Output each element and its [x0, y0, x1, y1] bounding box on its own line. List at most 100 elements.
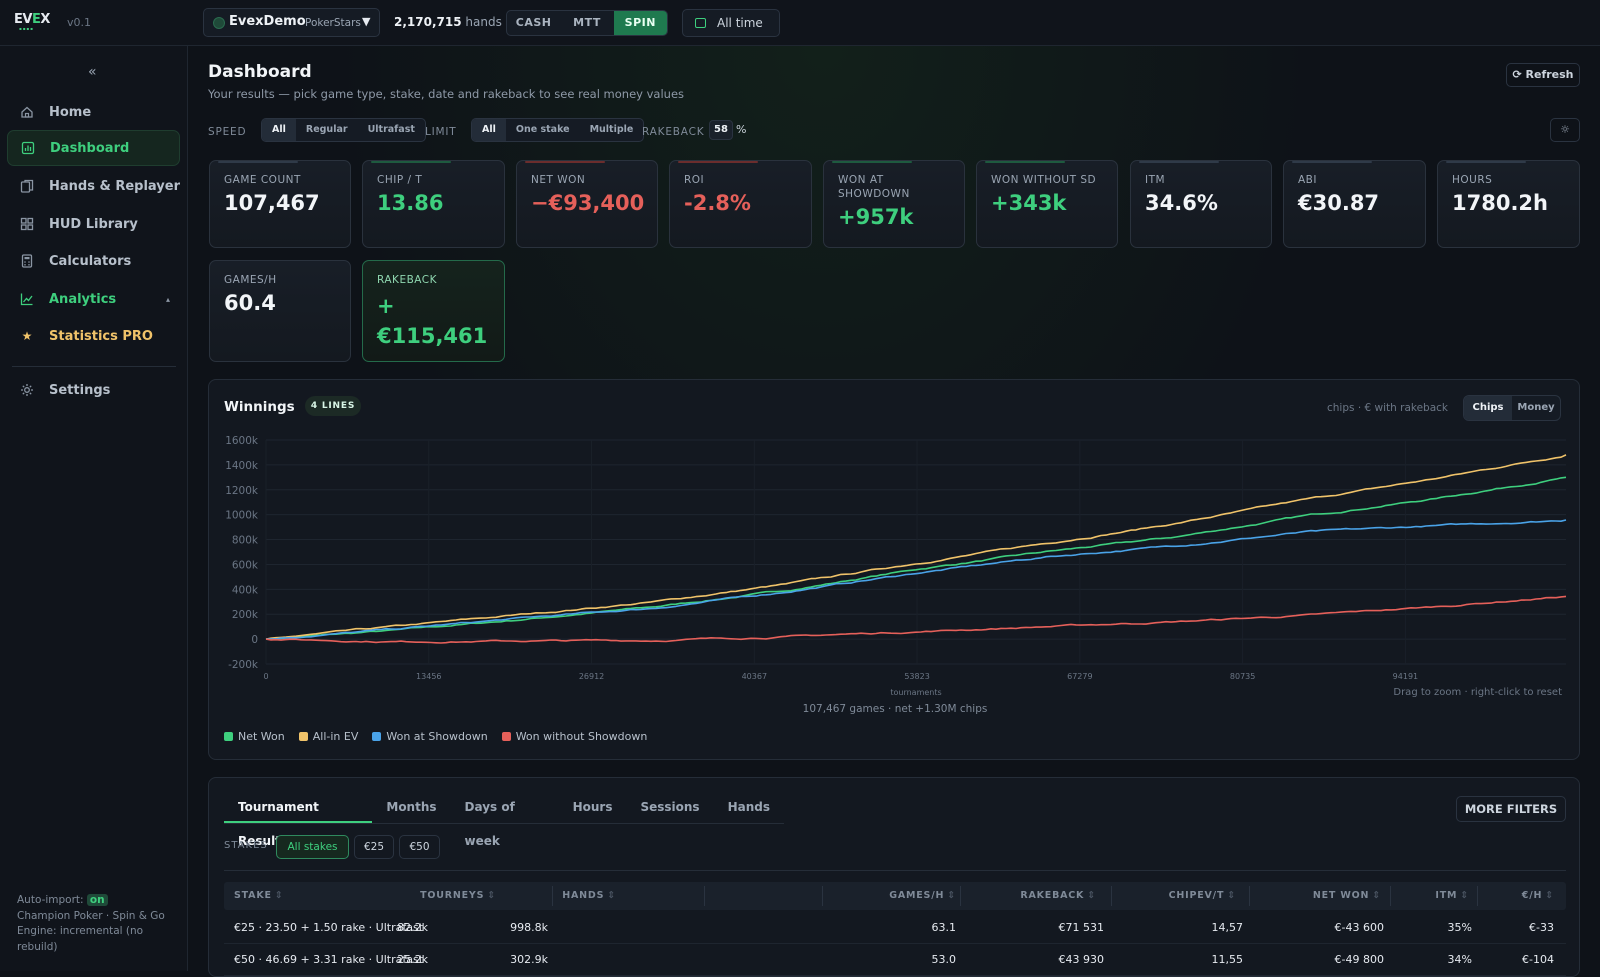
series-line-2[interactable]: [265, 519, 1567, 640]
layout-icon: [19, 216, 35, 232]
col-separator: [960, 886, 961, 906]
stat-card-hours: Hours 1780.2h: [1437, 160, 1580, 248]
sidebar-item-label: Analytics: [49, 291, 117, 307]
tab-months[interactable]: Months: [386, 800, 437, 814]
sidebar-item-hud-library[interactable]: HUD Library: [7, 206, 180, 242]
stat-card-rakeback: Rakeback + €115,461: [362, 260, 505, 362]
time-range-value: All time: [717, 16, 763, 30]
sidebar-item-home[interactable]: Home: [7, 94, 180, 130]
collapse-sidebar-button[interactable]: «: [88, 64, 97, 80]
tab-hours[interactable]: Hours: [572, 800, 613, 814]
sidebar-item-dashboard[interactable]: Dashboard: [7, 130, 180, 166]
game-type-spin[interactable]: SPIN: [613, 11, 667, 35]
results-panel: Tournament Results Months Days of week H…: [208, 777, 1580, 977]
sun-icon: ☼: [1560, 123, 1570, 136]
winnings-chart[interactable]: 1600k 1400k 1200k 1000k 800k 600k 400k 200k 0 -20…: [209, 380, 1581, 725]
tab-hands[interactable]: Hands: [727, 800, 770, 814]
speed-filter-label: SPEED: [208, 126, 247, 138]
col-header-games-per-hour[interactable]: GAMES/H ⇕: [889, 890, 956, 901]
stat-label: Won at showdown: [838, 174, 910, 200]
sidebar-item-label: Home: [49, 104, 92, 120]
x-tick-label: 53823: [904, 672, 929, 681]
legend-swatch: [298, 732, 308, 741]
page-subtitle: Your results — pick game type, stake, da…: [208, 87, 685, 101]
sidebar-item-analytics[interactable]: Analytics ▴: [7, 281, 180, 317]
y-tick-label: 200k: [232, 609, 259, 621]
series-line-1[interactable]: [265, 454, 1567, 640]
calculator-icon: [19, 253, 35, 269]
chart-line-icon: [19, 291, 35, 307]
limit-option-one-stake[interactable]: One stake: [515, 124, 570, 135]
time-range-select[interactable]: All time ▼: [682, 9, 780, 56]
sidebar-item-label: Settings: [49, 382, 111, 398]
table-row[interactable]: €25 · 23.50 + 1.50 rake · Ultrafast 82.2…: [224, 912, 1566, 944]
cell-rakeback: €43 930: [1058, 953, 1105, 966]
col-header-chipev-per-t[interactable]: CHIPEV/T ⇕: [1168, 890, 1236, 901]
stake-chip-50[interactable]: €50: [399, 835, 440, 859]
account-name: EvexDemo: [229, 14, 306, 29]
legend-item[interactable]: Net Won: [224, 730, 285, 743]
tab-days-of-week[interactable]: Days of week: [464, 800, 515, 848]
col-separator: [552, 886, 553, 906]
stake-chip-25[interactable]: €25: [354, 835, 394, 859]
hands-count: 2,170,715 hands: [394, 15, 502, 29]
card-accent: [1446, 161, 1526, 163]
legend-swatch: [501, 732, 511, 741]
stat-label: Hours: [1452, 174, 1493, 186]
stake-chip-all[interactable]: All stakes: [276, 835, 349, 859]
cards-icon: [19, 178, 35, 194]
refresh-button[interactable]: ⟳ Refresh: [1506, 63, 1580, 87]
table-divider: [224, 870, 1566, 871]
speed-option-regular[interactable]: Regular: [305, 124, 348, 135]
stat-value: +957k: [838, 205, 914, 229]
col-header-net-won[interactable]: NET WON ⇕: [1312, 890, 1381, 901]
limit-option-multiple[interactable]: Multiple: [589, 124, 634, 135]
col-header-rakeback[interactable]: RAKEBACK ⇕: [1020, 890, 1096, 901]
game-type-cash[interactable]: CASH: [515, 16, 552, 29]
card-accent: [832, 161, 912, 163]
cell-hands: 998.8k: [510, 921, 548, 934]
card-accent: [1139, 161, 1219, 163]
cell-euro-per-hour: €-104: [1522, 953, 1554, 966]
more-filters-button[interactable]: MORE FILTERS: [1456, 796, 1566, 822]
game-type-mtt[interactable]: MTT: [573, 16, 601, 29]
col-header-tourneys[interactable]: TOURNEYS ⇕: [420, 890, 496, 901]
col-header-euro-per-hour[interactable]: €/H ⇕: [1521, 890, 1554, 901]
stat-value: 107,467: [224, 191, 320, 215]
theme-toggle-button[interactable]: ☼: [1550, 118, 1580, 142]
mode-chips[interactable]: Chips: [1464, 396, 1512, 420]
cell-net-won: €-43 600: [1334, 921, 1384, 934]
star-icon: ★: [21, 329, 33, 343]
sidebar-item-hands-replayer[interactable]: Hands & Replayer: [7, 168, 180, 204]
speed-option-all[interactable]: All: [262, 119, 296, 141]
dashboard-icon: [20, 140, 36, 156]
col-header-itm[interactable]: ITM ⇕: [1435, 890, 1469, 901]
series-line-0[interactable]: [265, 476, 1567, 640]
sidebar-divider: [12, 366, 176, 367]
series-line-3[interactable]: [265, 595, 1567, 644]
tab-tournament-results[interactable]: Tournament Results: [224, 790, 373, 848]
legend-item[interactable]: Won without Showdown: [501, 730, 647, 743]
speed-option-ultrafast[interactable]: Ultrafast: [367, 124, 415, 135]
cell-itm: 35%: [1447, 921, 1472, 934]
rakeback-input[interactable]: 58: [709, 120, 733, 140]
col-header-hands[interactable]: HANDS ⇕: [562, 890, 616, 901]
legend-item[interactable]: Won at Showdown: [372, 730, 488, 743]
account-selector[interactable]: EvexDemo PokerStars ▼: [203, 8, 380, 37]
mode-money[interactable]: Money: [1517, 402, 1555, 413]
table-row[interactable]: €50 · 46.69 + 3.31 rake · Ultrafast 25.2…: [224, 944, 1566, 976]
limit-option-all[interactable]: All: [472, 119, 506, 141]
stat-value: €30.87: [1298, 191, 1380, 215]
sidebar: « Home Dashboard Hands & Replayer HUD Li…: [0, 46, 188, 971]
stat-card-chip-per-t: Chip / T 13.86: [362, 160, 505, 248]
sidebar-item-statistics-pro[interactable]: ★ Statistics PRO: [7, 318, 180, 354]
limit-filter-label: LIMIT: [425, 126, 457, 138]
sidebar-item-calculators[interactable]: Calculators: [7, 243, 180, 279]
cell-net-won: €-49 800: [1334, 953, 1384, 966]
app-logo: EVEX: [14, 12, 50, 27]
legend-item[interactable]: All-in EV: [298, 730, 358, 743]
sidebar-item-settings[interactable]: Settings: [7, 372, 180, 408]
stat-label: Game count: [224, 174, 301, 186]
tab-sessions[interactable]: Sessions: [640, 800, 700, 814]
col-header-stake[interactable]: STAKE ⇕: [234, 890, 284, 901]
